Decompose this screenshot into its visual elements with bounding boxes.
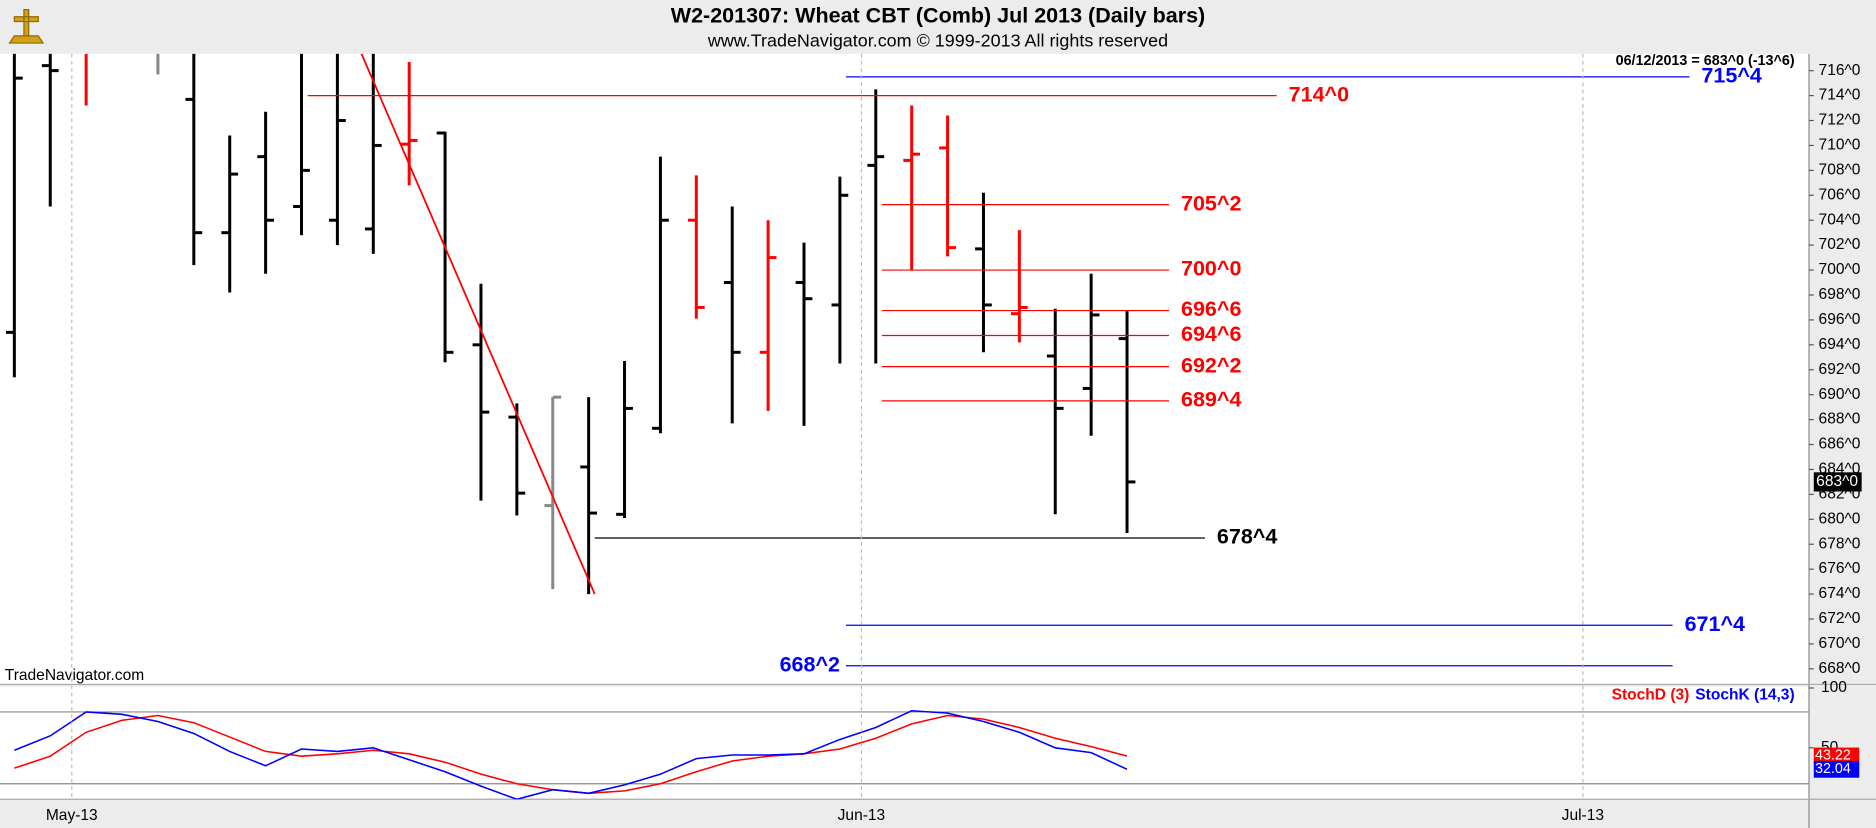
y-tick-label: 688^0 xyxy=(1819,411,1861,428)
x-tick-label: Jun-13 xyxy=(838,807,886,824)
chart-subtitle: www.TradeNavigator.com © 1999-2013 All r… xyxy=(707,31,1168,51)
level-label: 694^6 xyxy=(1181,322,1241,346)
level-label: 705^2 xyxy=(1181,191,1241,215)
last-price-box xyxy=(1813,472,1862,492)
level-label: 692^2 xyxy=(1181,353,1241,377)
trendline xyxy=(360,53,596,595)
level-label: 671^4 xyxy=(1685,612,1745,636)
x-tick-label: May-13 xyxy=(46,807,98,824)
y-tick-label: 700^0 xyxy=(1819,261,1861,278)
header-label: 06/12/2013 = 683^0 (-13^6) xyxy=(1616,53,1795,69)
y-tick-label: 696^0 xyxy=(1819,311,1861,328)
y-tick-label: 678^0 xyxy=(1819,535,1861,552)
overlay: May-13 Jun-13 Jul-13 668^0 670^0 672^0 674^0 67… xyxy=(46,53,1862,824)
y-tick-label: 668^0 xyxy=(1819,660,1861,677)
y-tick-label: 670^0 xyxy=(1819,635,1861,652)
logo xyxy=(2,2,51,51)
y-tick-label: 698^0 xyxy=(1819,286,1861,303)
y-tick-label: 686^0 xyxy=(1819,436,1861,453)
y-tick-label: 710^0 xyxy=(1819,137,1861,154)
legend-entry: StochK (14,3) xyxy=(1695,686,1794,703)
price-panel xyxy=(0,53,1809,685)
y-tick-label: 100 xyxy=(1821,679,1847,696)
legend-entry: StochD (3) xyxy=(1612,686,1690,703)
price-plot xyxy=(5,53,1690,667)
level-label: 700^0 xyxy=(1181,257,1241,281)
stoch-plot xyxy=(0,709,1809,800)
level-label: 715^4 xyxy=(1701,64,1761,88)
y-tick-label: 676^0 xyxy=(1819,560,1861,577)
last-value-label: 32.04 xyxy=(1815,761,1851,777)
y-tick-label: 712^0 xyxy=(1819,112,1861,129)
level-label: 696^6 xyxy=(1181,297,1241,321)
last-value-box xyxy=(1813,760,1860,778)
stoch-panel xyxy=(0,686,1809,800)
level-label: 714^0 xyxy=(1289,82,1349,106)
last-value-box xyxy=(1813,747,1860,765)
y-tick-label: 708^0 xyxy=(1819,161,1861,178)
level-label: 668^2 xyxy=(780,652,840,676)
y-tick-label: 702^0 xyxy=(1819,236,1861,253)
y-tick-label: 680^0 xyxy=(1819,510,1861,527)
y-tick-label: 704^0 xyxy=(1819,211,1861,228)
level-label: 678^4 xyxy=(1217,525,1277,549)
y-tick-label: 692^0 xyxy=(1819,361,1861,378)
stoch-line xyxy=(14,709,1128,800)
y-tick-label: 694^0 xyxy=(1819,336,1861,353)
level-label: 689^4 xyxy=(1181,388,1241,412)
y-tick-label: 714^0 xyxy=(1819,87,1861,104)
x-tick-label: Jul-13 xyxy=(1562,807,1604,824)
y-tick-label: 674^0 xyxy=(1819,585,1861,602)
chart-title: W2-201307: Wheat CBT (Comb) Jul 2013 (Da… xyxy=(671,3,1205,27)
last-price-label: 683^0 xyxy=(1816,473,1858,490)
y-tick-label: 672^0 xyxy=(1819,610,1861,627)
y-tick-label: 716^0 xyxy=(1819,62,1861,79)
y-tick-label: 690^0 xyxy=(1819,386,1861,403)
watermark: TradeNavigator.com xyxy=(5,667,144,684)
last-value-label: 43.22 xyxy=(1815,748,1851,764)
y-tick-label: 706^0 xyxy=(1819,186,1861,203)
